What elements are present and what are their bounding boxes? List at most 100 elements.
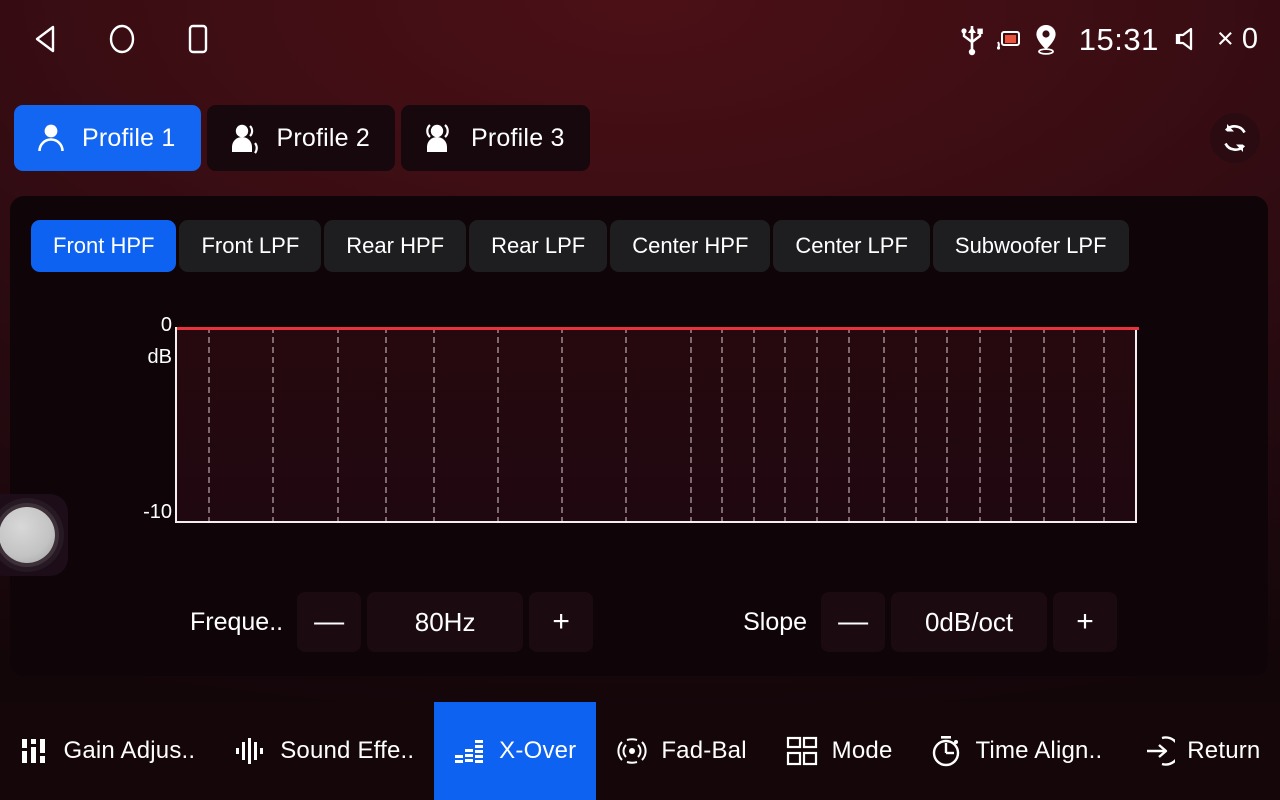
slope-increase-button[interactable]: + [1053, 592, 1118, 652]
gridline [271, 327, 274, 523]
frequency-value[interactable]: 80Hz [367, 592, 524, 652]
usb-icon [959, 22, 985, 56]
volume-value: × 0 [1216, 22, 1258, 55]
person-group-alt-icon [421, 121, 457, 155]
slope-decrease-button[interactable]: — [821, 592, 886, 652]
bottom-navigation: Gain Adjus.. Sound Effe.. [0, 702, 1280, 800]
refresh-icon [1218, 121, 1252, 155]
nav-item-time-alignment[interactable]: Time Align.. [912, 702, 1122, 800]
system-nav-buttons [30, 23, 214, 55]
frequency-increase-button[interactable]: + [529, 592, 594, 652]
nav-item-mode[interactable]: Mode [766, 702, 912, 800]
gridline [721, 327, 724, 523]
frequency-label: Freque.. [190, 607, 284, 636]
gridline [752, 327, 755, 523]
profile-selector: Profile 1 Profile 2 [14, 105, 590, 171]
filter-tab-center-hpf[interactable]: Center HPF [610, 220, 771, 272]
filter-tab-rear-lpf-label: Rear LPF [491, 233, 586, 258]
filter-tab-subwoofer-lpf[interactable]: Subwoofer LPF [932, 220, 1129, 272]
plus-icon: + [1076, 605, 1094, 638]
crossover-panel: Front HPF Front LPF Rear HPF Rear LPF Ce… [10, 196, 1268, 751]
radar-icon [615, 734, 649, 768]
home-icon[interactable] [106, 23, 138, 55]
stopwatch-icon [931, 734, 963, 768]
gridline [815, 327, 818, 523]
filter-tab-front-lpf[interactable]: Front LPF [179, 220, 322, 272]
nav-item-return-label: Return [1187, 737, 1261, 764]
filter-tab-front-lpf-label: Front LPF [201, 233, 300, 258]
back-icon[interactable] [30, 23, 62, 55]
profile-tab-3[interactable]: Profile 3 [401, 105, 590, 171]
slope-label: Slope [743, 607, 808, 636]
y-axis-max-label: 0 [160, 314, 172, 336]
nav-item-return[interactable]: Return [1122, 702, 1280, 800]
gridline [384, 327, 387, 523]
gridline [432, 327, 435, 523]
minus-icon: — [314, 605, 345, 638]
recents-icon[interactable] [182, 23, 214, 55]
nav-item-fad-bal[interactable]: Fad-Bal [596, 702, 766, 800]
y-axis-min-label: -10 [143, 501, 172, 523]
person-group-icon [227, 121, 263, 155]
nav-item-sound-effects[interactable]: Sound Effe.. [215, 702, 434, 800]
filter-tab-rear-lpf[interactable]: Rear LPF [469, 220, 608, 272]
nav-item-gain-adjust[interactable]: Gain Adjus.. [0, 702, 215, 800]
nav-item-time-alignment-label: Time Align.. [975, 737, 1103, 764]
filter-tab-subwoofer-lpf-label: Subwoofer LPF [954, 233, 1107, 258]
filter-tab-center-hpf-label: Center HPF [632, 233, 749, 258]
location-pin-icon [1033, 22, 1059, 56]
nav-item-fad-bal-label: Fad-Bal [661, 737, 747, 764]
status-clock: 15:31 [1078, 21, 1159, 57]
filter-tab-center-lpf[interactable]: Center LPF [773, 220, 930, 272]
profile-tab-3-label: Profile 3 [471, 123, 565, 152]
nav-item-x-over[interactable]: X-Over [433, 702, 596, 800]
profile-tab-2-label: Profile 2 [276, 123, 371, 152]
gridline [784, 327, 787, 523]
filter-tab-front-hpf-label: Front HPF [53, 233, 155, 258]
nav-item-x-over-label: X-Over [499, 737, 577, 764]
slope-control: Slope — 0dB/oct + [743, 592, 1118, 652]
parameter-controls: Freque.. — 80Hz + Slope — 0dB/oct + [10, 590, 1268, 654]
floating-drag-handle[interactable] [0, 494, 68, 576]
y-axis-unit-label: dB [147, 346, 172, 368]
profile-tab-2[interactable]: Profile 2 [206, 105, 396, 171]
person-icon [34, 121, 68, 155]
gridline [561, 327, 564, 523]
equalizer-icon [453, 735, 487, 767]
gridline [1043, 327, 1046, 523]
gridline [207, 327, 210, 523]
slope-value[interactable]: 0dB/oct [891, 592, 1048, 652]
frequency-control: Freque.. — 80Hz + [190, 592, 594, 652]
gridline [689, 327, 692, 523]
speaker-mute-icon[interactable] [1175, 24, 1205, 54]
gridline [1009, 327, 1012, 523]
waveform-icon [234, 735, 268, 767]
handle-knob-icon [0, 507, 55, 563]
gridline [496, 327, 499, 523]
frequency-decrease-button[interactable]: — [297, 592, 362, 652]
reset-button[interactable] [1210, 113, 1260, 163]
plus-icon: + [552, 605, 570, 638]
grid-icon [786, 735, 820, 767]
gridline [978, 327, 981, 523]
response-curve [177, 327, 1139, 330]
status-icons: 15:31 × 0 [959, 22, 1258, 56]
sliders-icon [19, 735, 51, 767]
gridline [1103, 327, 1106, 523]
gridline [847, 327, 850, 523]
gridline [336, 327, 339, 523]
status-bar: 15:31 × 0 [0, 0, 1280, 78]
frequency-response-graph[interactable] [175, 327, 1139, 523]
profile-tab-1[interactable]: Profile 1 [14, 105, 201, 171]
cast-icon [996, 28, 1021, 50]
graph-y-axis-labels: 0 dB -10 [138, 314, 172, 534]
nav-item-gain-adjust-label: Gain Adjus.. [63, 737, 196, 764]
filter-tab-front-hpf[interactable]: Front HPF [31, 220, 177, 272]
filter-tab-bar: Front HPF Front LPF Rear HPF Rear LPF Ce… [31, 220, 1129, 272]
gridline [946, 327, 949, 523]
profile-tab-1-label: Profile 1 [82, 123, 176, 152]
filter-tab-rear-hpf[interactable]: Rear HPF [324, 220, 467, 272]
gridline [1072, 327, 1075, 523]
nav-item-sound-effects-label: Sound Effe.. [280, 737, 415, 764]
filter-tab-center-lpf-label: Center LPF [795, 233, 908, 258]
